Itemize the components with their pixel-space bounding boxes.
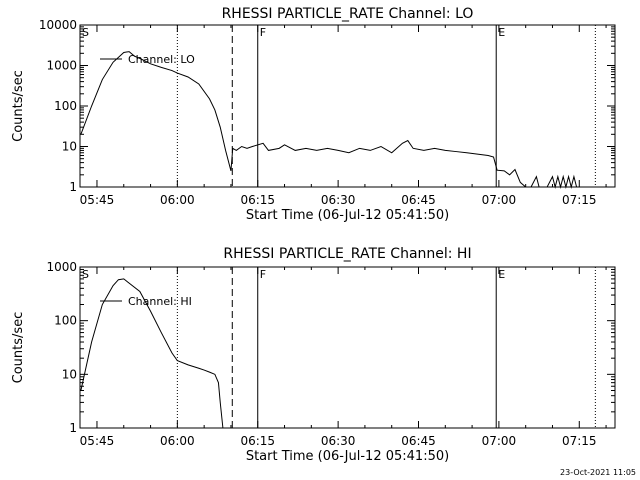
x-tick-label: 07:00 bbox=[482, 434, 517, 448]
chart-title: RHESSI PARTICLE_RATE Channel: HI bbox=[223, 246, 471, 262]
plot-frame bbox=[79, 24, 616, 188]
y-axis-label: Counts/sec bbox=[11, 312, 26, 384]
event-marker-label: E bbox=[498, 26, 505, 39]
x-tick-label: 05:45 bbox=[80, 193, 115, 207]
x-tick-label: 06:30 bbox=[321, 193, 356, 207]
chart-panel-2: RHESSI PARTICLE_RATE Channel: HI 05:45 06:… bbox=[11, 246, 616, 464]
x-tick-label: 07:00 bbox=[482, 193, 517, 207]
x-tick-label: 06:00 bbox=[160, 434, 195, 448]
x-axis-label: Start Time (06-Jul-12 05:41:50) bbox=[246, 208, 449, 223]
y-tick-label: 10 bbox=[62, 367, 77, 381]
y-tick-label: 100 bbox=[54, 314, 77, 328]
legend-label: Channel: LO bbox=[128, 53, 195, 66]
chart-panel-1: RHESSI PARTICLE_RATE Channel: LO 05:45 06:… bbox=[11, 6, 616, 223]
y-tick-label: 10000 bbox=[39, 18, 77, 32]
x-axis-label: Start Time (06-Jul-12 05:41:50) bbox=[246, 449, 449, 464]
event-marker-label: E bbox=[498, 268, 505, 281]
x-tick-label: 06:30 bbox=[321, 434, 356, 448]
x-tick-label: 07:15 bbox=[562, 193, 597, 207]
plot-frame bbox=[79, 266, 616, 429]
footer-timestamp: 23-Oct-2021 11:05 bbox=[560, 468, 636, 477]
x-tick-label: 06:15 bbox=[240, 193, 275, 207]
y-tick-label: 1000 bbox=[46, 59, 77, 73]
y-tick-label: 1 bbox=[69, 180, 77, 194]
legend-label: Channel: HI bbox=[128, 295, 192, 308]
series-line bbox=[80, 51, 578, 189]
y-tick-label: 1000 bbox=[46, 260, 77, 274]
y-tick-label: 100 bbox=[54, 99, 77, 113]
chart-title: RHESSI PARTICLE_RATE Channel: LO bbox=[222, 6, 474, 22]
x-tick-label: 06:45 bbox=[401, 193, 436, 207]
event-marker-label: S bbox=[82, 268, 89, 281]
x-tick-label: 06:45 bbox=[401, 434, 436, 448]
x-tick-label: 06:15 bbox=[240, 434, 275, 448]
event-marker-label: F bbox=[260, 26, 266, 39]
series-line bbox=[80, 278, 224, 429]
y-tick-label: 1 bbox=[69, 421, 77, 435]
x-tick-label: 05:45 bbox=[80, 434, 115, 448]
y-axis-label: Counts/sec bbox=[11, 70, 26, 142]
y-tick-label: 10 bbox=[62, 140, 77, 154]
event-marker-label: F bbox=[260, 268, 266, 281]
x-tick-label: 06:00 bbox=[160, 193, 195, 207]
x-tick-label: 07:15 bbox=[562, 434, 597, 448]
event-marker-label: S bbox=[82, 26, 89, 39]
